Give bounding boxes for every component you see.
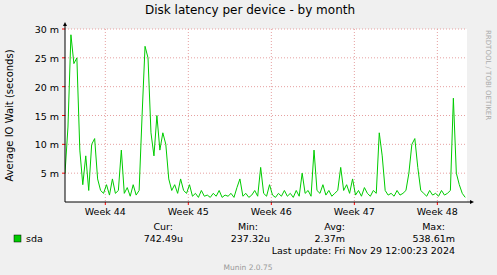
grid-line [65, 86, 467, 87]
x-tick-label: Week 46 [251, 206, 292, 217]
grid-line [437, 29, 438, 202]
watermark: RRDTOOL / TOBI OETIKER [484, 30, 492, 120]
x-axis [65, 202, 471, 203]
grid-line [65, 173, 467, 174]
background [0, 0, 497, 275]
legend-stat-label: Cur: [153, 221, 173, 232]
grid-line [65, 29, 467, 30]
y-tick-label: 10 m [35, 139, 59, 150]
grid-line [354, 29, 355, 202]
legend-stat-value: 538.61m [413, 233, 456, 244]
y-tick-label: 15 m [35, 111, 59, 122]
y-axis-arrow [63, 22, 67, 26]
grid-line [65, 57, 467, 58]
title: Disk latency per device - by month [145, 3, 355, 17]
legend-stat-label: Min: [238, 221, 258, 232]
legend-swatch [14, 235, 21, 242]
x-tick-label: Week 48 [417, 206, 458, 217]
legend-stat-value: 742.49u [144, 233, 183, 244]
y-tick-label: 5 m [41, 168, 59, 179]
x-tick-label: Week 45 [168, 206, 209, 217]
x-axis-arrow [470, 200, 474, 204]
y-axis-label: Average IO Wait (seconds) [4, 49, 15, 181]
legend-stat-label: Avg: [324, 221, 345, 232]
y-tick-label: 25 m [35, 53, 59, 64]
series-line [65, 35, 465, 198]
grid-line [271, 29, 272, 202]
last-update: Last update: Fri Nov 29 12:00:23 2024 [272, 245, 455, 256]
grid-line [65, 144, 467, 145]
x-tick-label: Week 44 [85, 206, 126, 217]
grid-line [105, 29, 106, 202]
legend-label: sda [26, 233, 43, 244]
series-group [65, 35, 465, 198]
y-tick-label: 30 m [35, 24, 59, 35]
footer: Munin 2.0.75 [223, 263, 272, 272]
plot-area [65, 29, 467, 202]
y-tick-label: 20 m [35, 82, 59, 93]
legend-stat-value: 237.32u [231, 233, 270, 244]
legend-stat-value: 2.37m [315, 233, 345, 244]
grid-line [188, 29, 189, 202]
y-axis [65, 25, 66, 202]
grid-line [65, 115, 467, 116]
legend-stat-label: Max: [422, 221, 445, 232]
chart: 5 m 10 m 15 m 20 m 25 m 30 m Week 44 Week 45 Wee… [0, 0, 497, 275]
x-tick-label: Week 47 [334, 206, 375, 217]
